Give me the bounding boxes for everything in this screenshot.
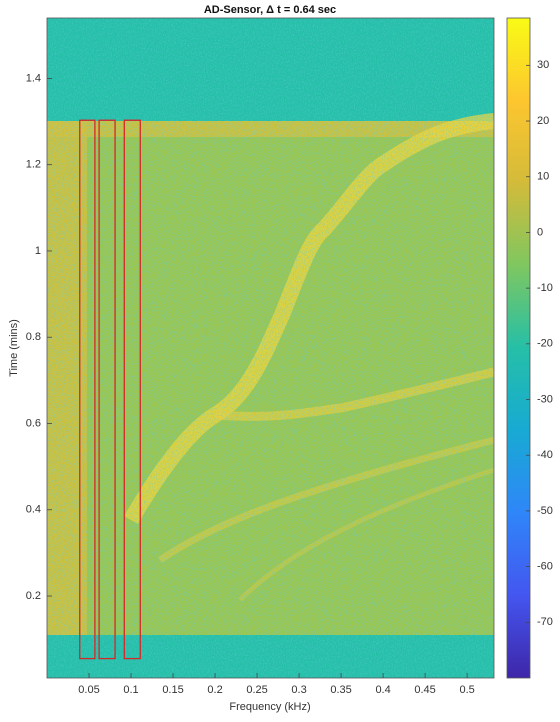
x-axis-label: Frequency (kHz) [229,701,310,713]
colorbar-tick-label: 0 [537,226,543,238]
colorbar-tick-label: -70 [537,616,553,628]
colorbar-tick-label: -10 [537,282,553,294]
y-tick-label: 0.2 [26,590,41,602]
x-tick-label: 0.45 [414,684,435,696]
annotation-box [123,119,141,660]
x-tick-label: 0.05 [78,684,99,696]
spectrogram [47,18,494,678]
x-tick-label: 0.5 [459,684,474,696]
annotation-box [79,119,96,660]
x-tick-label: 0.15 [162,684,183,696]
y-tick-label: 0.6 [26,417,41,429]
plot-frame [46,17,495,679]
y-tick-label: 0.8 [26,331,41,343]
y-axis-label: Time (mins) [8,319,20,377]
noise [47,18,494,678]
colorbar-tick-label: -50 [537,505,553,517]
colorbar-tick-label: 10 [537,171,549,183]
colorbar-tick-label: -60 [537,561,553,573]
y-tick-label: 1 [35,245,41,257]
colorbar-tick-label: 30 [537,59,549,71]
x-tick-label: 0.2 [207,684,222,696]
annotation-box [98,119,116,660]
x-tick-label: 0.35 [330,684,351,696]
x-tick-label: 0.1 [123,684,138,696]
y-tick-label: 1.4 [26,72,41,84]
x-tick-label: 0.25 [246,684,267,696]
colorbar-tick-label: -30 [537,393,553,405]
colorbar-tick-label: -40 [537,449,553,461]
y-tick-label: 1.2 [26,159,41,171]
x-tick-label: 0.4 [375,684,390,696]
chart-title: AD-Sensor, Δ t = 0.64 sec [204,4,336,16]
colorbar-tick-label: 20 [537,115,549,127]
colorbar [506,17,531,679]
x-tick-label: 0.3 [291,684,306,696]
colorbar-tick-label: -20 [537,338,553,350]
y-tick-label: 0.4 [26,504,41,516]
